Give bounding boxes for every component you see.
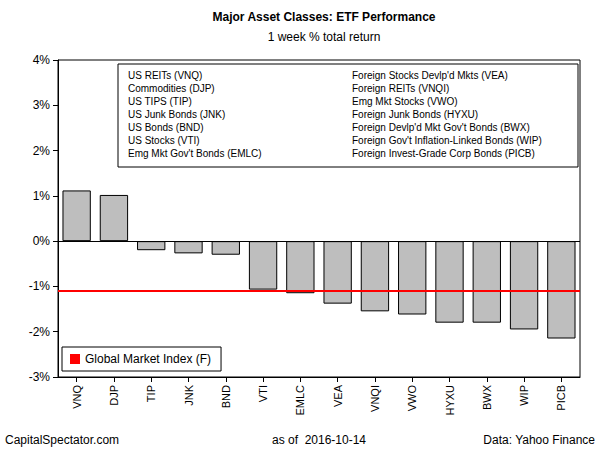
svg-text:DJP: DJP	[108, 385, 120, 406]
svg-text:VEA: VEA	[332, 384, 344, 407]
svg-text:VWO: VWO	[406, 385, 418, 412]
svg-text:as of 2016-10-14: as of 2016-10-14	[272, 433, 366, 447]
svg-text:TIP: TIP	[145, 385, 157, 402]
svg-text:CapitalSpectator.com: CapitalSpectator.com	[5, 433, 119, 447]
svg-text:JNK: JNK	[183, 384, 195, 405]
svg-text:3%: 3%	[33, 98, 51, 112]
svg-text:Emg Mkt Stocks (VWO): Emg Mkt Stocks (VWO)	[352, 96, 458, 107]
svg-text:Foreign Devlp'd Mkt Gov't Bond: Foreign Devlp'd Mkt Gov't Bonds (BWX)	[352, 122, 530, 133]
svg-text:BWX: BWX	[481, 384, 493, 410]
svg-text:Emg Mkt Gov't Bonds (EMLC): Emg Mkt Gov't Bonds (EMLC)	[128, 148, 262, 159]
svg-text:US Junk Bonds (JNK): US Junk Bonds (JNK)	[128, 109, 225, 120]
svg-text:US TIPS (TIP): US TIPS (TIP)	[128, 96, 192, 107]
svg-text:PICB: PICB	[555, 385, 567, 411]
svg-text:Data: Yahoo Finance: Data: Yahoo Finance	[483, 433, 595, 447]
svg-text:Foreign Gov't Inflation-Linked: Foreign Gov't Inflation-Linked Bonds (WI…	[352, 135, 542, 146]
svg-text:1 week % total return: 1 week % total return	[268, 30, 381, 44]
svg-text:0%: 0%	[33, 234, 51, 248]
svg-text:HYXU: HYXU	[444, 385, 456, 416]
svg-text:BND: BND	[220, 385, 232, 408]
svg-text:US REITs (VNQ): US REITs (VNQ)	[128, 70, 202, 81]
svg-text:-2%: -2%	[29, 325, 51, 339]
svg-text:VTI: VTI	[257, 385, 269, 402]
svg-text:Commodities (DJP): Commodities (DJP)	[128, 83, 215, 94]
svg-text:WIP: WIP	[518, 385, 530, 406]
svg-text:2%: 2%	[33, 144, 51, 158]
svg-text:Foreign Stocks Devlp'd Mkts (V: Foreign Stocks Devlp'd Mkts (VEA)	[352, 70, 508, 81]
svg-text:VNQ: VNQ	[71, 385, 83, 409]
svg-text:VNQI: VNQI	[369, 385, 381, 412]
svg-text:Global Market Index (F): Global Market Index (F)	[85, 352, 211, 366]
svg-text:Foreign Invest-Grade Corp Bond: Foreign Invest-Grade Corp Bonds (PICB)	[352, 148, 535, 159]
svg-text:Foreign Junk Bonds (HYXU): Foreign Junk Bonds (HYXU)	[352, 109, 478, 120]
svg-text:US Bonds (BND): US Bonds (BND)	[128, 122, 204, 133]
svg-text:-3%: -3%	[29, 370, 51, 384]
svg-text:4%: 4%	[33, 53, 51, 67]
svg-text:US Stocks (VTI): US Stocks (VTI)	[128, 135, 200, 146]
svg-text:1%: 1%	[33, 189, 51, 203]
svg-text:-1%: -1%	[29, 279, 51, 293]
svg-text:EMLC: EMLC	[294, 385, 306, 416]
svg-text:Major Asset Classes: ETF Perfo: Major Asset Classes: ETF Performance	[213, 10, 436, 24]
svg-text:Foreign REITs (VNQI): Foreign REITs (VNQI)	[352, 83, 449, 94]
